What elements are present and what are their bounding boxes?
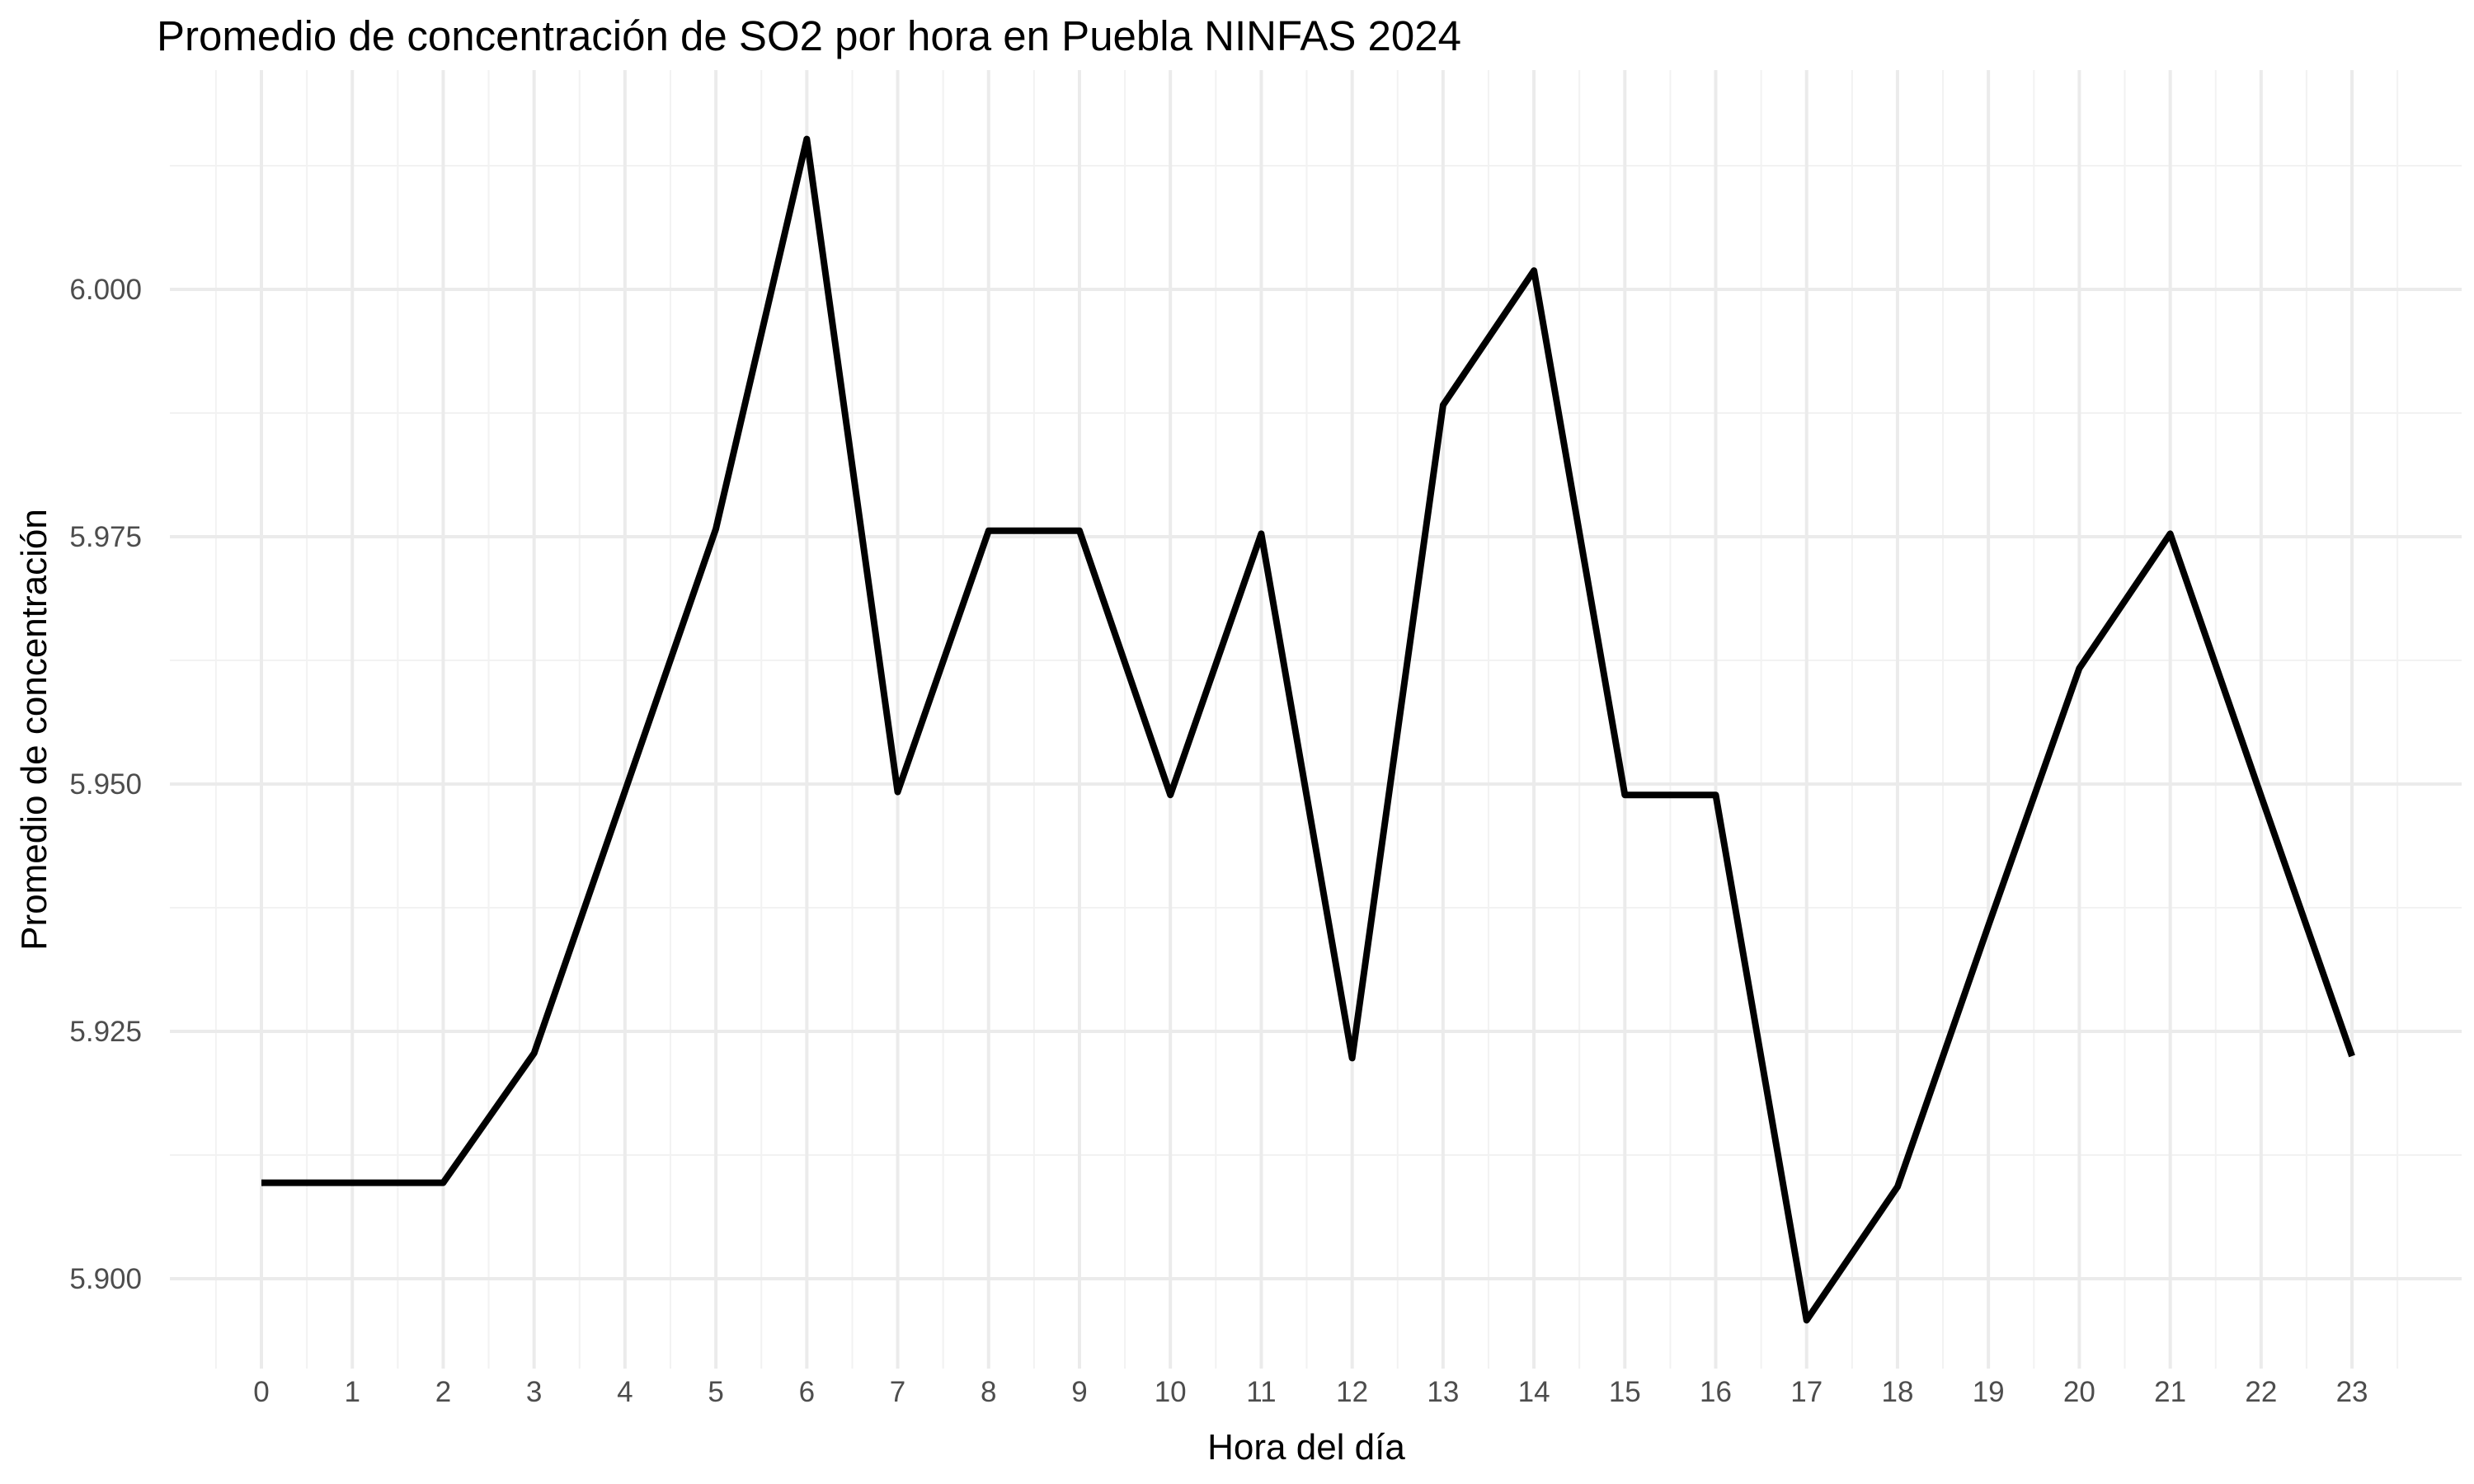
y-axis-tick-labels: 5.900 5.925 5.950 5.975 6.000 xyxy=(69,274,142,1295)
x-tick-label: 11 xyxy=(1246,1376,1276,1408)
x-tick-label: 10 xyxy=(1155,1376,1187,1408)
minor-gridlines xyxy=(170,70,2462,1369)
x-axis-tick-labels: 0 1 2 3 4 5 6 7 8 9 10 11 12 13 14 15 16 17 18 19 20 21 22 23 xyxy=(253,1376,2368,1408)
chart-title: Promedio de concentración de SO2 por hor… xyxy=(157,12,1461,59)
x-tick-label: 19 xyxy=(1973,1376,2005,1408)
x-tick-label: 18 xyxy=(1881,1376,1913,1408)
x-tick-label: 20 xyxy=(2063,1376,2095,1408)
x-tick-label: 7 xyxy=(890,1376,905,1408)
x-tick-label: 3 xyxy=(526,1376,542,1408)
y-tick-label: 6.000 xyxy=(69,274,142,306)
x-tick-label: 6 xyxy=(799,1376,815,1408)
x-tick-label: 17 xyxy=(1790,1376,1823,1408)
y-axis-title: Promedio de concentración xyxy=(14,509,54,951)
x-axis-title: Hora del día xyxy=(1207,1427,1405,1468)
x-tick-label: 0 xyxy=(253,1376,269,1408)
y-tick-label: 5.975 xyxy=(69,521,142,553)
series-layer xyxy=(261,135,2355,1324)
x-tick-label: 12 xyxy=(1336,1376,1368,1408)
x-tick-label: 5 xyxy=(708,1376,723,1408)
y-tick-label: 5.925 xyxy=(69,1016,142,1048)
x-tick-label: 8 xyxy=(981,1376,996,1408)
x-tick-label: 9 xyxy=(1071,1376,1087,1408)
major-gridlines xyxy=(170,70,2462,1369)
series-line xyxy=(261,135,2355,1324)
x-tick-label: 15 xyxy=(1609,1376,1641,1408)
x-tick-label: 22 xyxy=(2245,1376,2277,1408)
x-tick-label: 23 xyxy=(2336,1376,2368,1408)
x-tick-label: 21 xyxy=(2154,1376,2186,1408)
x-tick-label: 1 xyxy=(344,1376,360,1408)
y-tick-label: 5.950 xyxy=(69,768,142,801)
x-tick-label: 14 xyxy=(1518,1376,1550,1408)
x-tick-label: 2 xyxy=(435,1376,451,1408)
y-tick-label: 5.900 xyxy=(69,1263,142,1295)
x-tick-label: 4 xyxy=(617,1376,633,1408)
x-tick-label: 13 xyxy=(1427,1376,1459,1408)
x-tick-label: 16 xyxy=(1700,1376,1732,1408)
